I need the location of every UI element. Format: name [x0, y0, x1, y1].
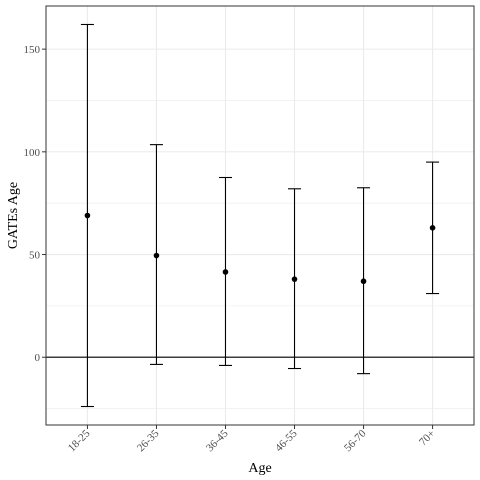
- y-axis-title: GATEs Age: [6, 182, 21, 249]
- points: [84, 212, 436, 285]
- x-tick-label: 56-70: [342, 427, 369, 454]
- x-tick-label: 18-25: [66, 427, 93, 454]
- x-axis-title: Age: [248, 461, 271, 476]
- x-tick-label: 46-55: [273, 427, 300, 454]
- estimate-point: [222, 269, 229, 275]
- x-axis: 18-25 26-35 36-45 46-55 56-70 70+: [66, 425, 438, 454]
- y-axis: 0 50 100 150: [24, 44, 46, 364]
- y-tick-label: 100: [24, 147, 41, 159]
- estimate-point: [84, 212, 91, 219]
- gridlines: [46, 6, 474, 425]
- estimate-point: [153, 252, 160, 259]
- x-tick-label: 26-35: [135, 427, 162, 454]
- y-tick-label: 0: [35, 352, 41, 364]
- y-tick-label: 50: [29, 250, 41, 262]
- estimate-point: [291, 276, 298, 282]
- estimate-point: [360, 278, 367, 285]
- errorbars: [80, 23, 440, 408]
- x-tick-label: 36-45: [204, 427, 231, 454]
- x-tick-label: 70+: [417, 428, 438, 449]
- panel-border: [45, 5, 475, 426]
- estimate-point: [429, 225, 436, 231]
- y-tick-label: 150: [24, 44, 41, 56]
